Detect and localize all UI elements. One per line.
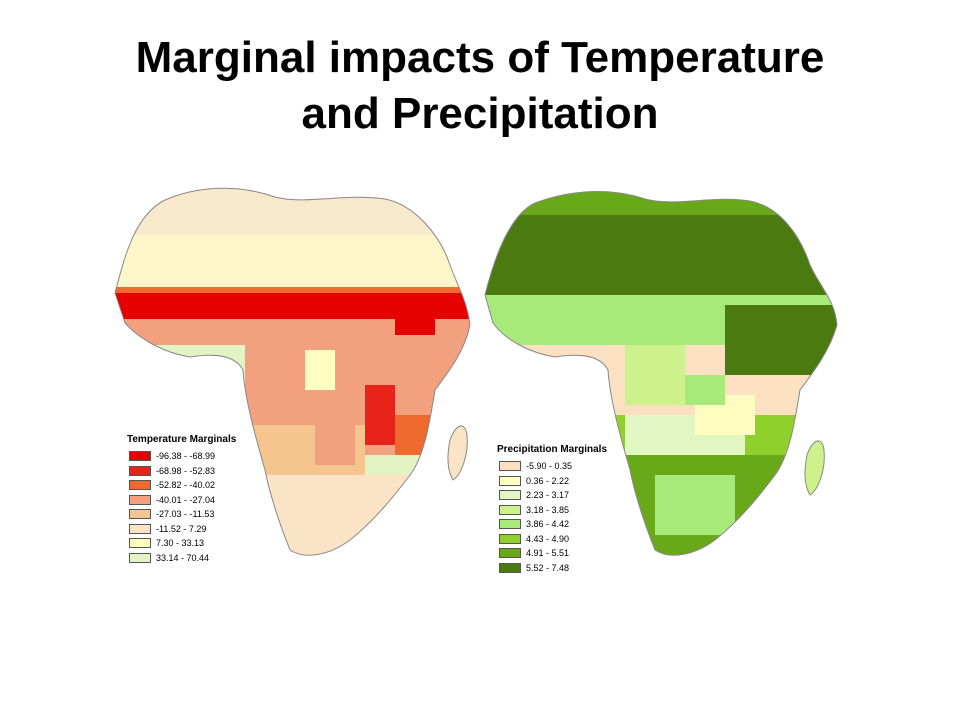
legend-row: -96.38 - -68.99 bbox=[129, 449, 236, 464]
legend-swatch bbox=[499, 475, 521, 486]
legend-swatch bbox=[129, 494, 151, 505]
legend-swatch bbox=[499, 519, 521, 530]
legend-row: 3.18 - 3.85 bbox=[499, 503, 607, 518]
legend-label: -52.82 - -40.02 bbox=[156, 480, 216, 491]
legend-label: 2.23 - 3.17 bbox=[526, 490, 570, 501]
madagascar-shape bbox=[447, 425, 468, 481]
legend-label: -68.98 - -52.83 bbox=[156, 465, 216, 476]
temperature-legend: Temperature Marginals -96.38 - -68.99 -6… bbox=[125, 432, 241, 569]
legend-swatch bbox=[499, 533, 521, 544]
legend-label: 3.86 - 4.42 bbox=[526, 519, 570, 530]
legend-row: -5.90 - 0.35 bbox=[499, 459, 607, 474]
legend-swatch bbox=[499, 504, 521, 515]
legend-row: -27.03 - -11.53 bbox=[129, 507, 236, 522]
legend-label: -11.52 - 7.29 bbox=[156, 523, 207, 534]
page-title: Marginal impacts of Temperature and Prec… bbox=[0, 30, 960, 142]
precipitation-legend-title: Precipitation Marginals bbox=[497, 444, 608, 455]
legend-row: 33.14 - 70.44 bbox=[129, 551, 236, 566]
legend-row: -11.52 - 7.29 bbox=[129, 522, 236, 537]
legend-swatch bbox=[129, 480, 151, 491]
legend-swatch bbox=[499, 548, 521, 559]
legend-label: 0.36 - 2.22 bbox=[526, 475, 570, 486]
legend-swatch bbox=[129, 523, 151, 534]
legend-label: -96.38 - -68.99 bbox=[156, 451, 216, 462]
legend-swatch bbox=[129, 538, 151, 549]
legend-label: -5.90 - 0.35 bbox=[526, 461, 573, 472]
precipitation-legend: Precipitation Marginals -5.90 - 0.35 0.3… bbox=[495, 442, 612, 579]
legend-swatch bbox=[129, 509, 151, 520]
legend-label: -40.01 - -27.04 bbox=[156, 494, 216, 505]
legend-swatch bbox=[129, 451, 151, 462]
title-line-1: Marginal impacts of Temperature bbox=[135, 33, 825, 82]
madagascar-shape bbox=[804, 440, 825, 496]
legend-row: 4.91 - 5.51 bbox=[499, 546, 607, 561]
legend-swatch bbox=[499, 562, 521, 573]
legend-row: -52.82 - -40.02 bbox=[129, 478, 236, 493]
legend-row: 5.52 - 7.48 bbox=[499, 561, 607, 576]
legend-swatch bbox=[499, 490, 521, 501]
legend-row: 0.36 - 2.22 bbox=[499, 474, 607, 489]
legend-label: -27.03 - -11.53 bbox=[156, 509, 215, 520]
temperature-legend-title: Temperature Marginals bbox=[127, 434, 237, 445]
legend-label: 4.91 - 5.51 bbox=[526, 548, 570, 559]
legend-label: 5.52 - 7.48 bbox=[526, 562, 570, 573]
temperature-marginals-map bbox=[114, 187, 471, 556]
legend-label: 4.43 - 4.90 bbox=[526, 533, 570, 544]
precipitation-marginals-map bbox=[484, 190, 838, 556]
legend-row: -40.01 - -27.04 bbox=[129, 493, 236, 508]
legend-row: -68.98 - -52.83 bbox=[129, 464, 236, 479]
legend-swatch bbox=[129, 465, 151, 476]
legend-row: 3.86 - 4.42 bbox=[499, 517, 607, 532]
legend-label: 7.30 - 33.13 bbox=[156, 538, 205, 549]
legend-swatch bbox=[129, 552, 151, 563]
legend-row: 4.43 - 4.90 bbox=[499, 532, 607, 547]
legend-swatch bbox=[499, 461, 521, 472]
legend-label: 3.18 - 3.85 bbox=[526, 504, 570, 515]
legend-label: 33.14 - 70.44 bbox=[156, 552, 210, 563]
title-line-2: and Precipitation bbox=[301, 89, 659, 138]
legend-row: 7.30 - 33.13 bbox=[129, 536, 236, 551]
legend-row: 2.23 - 3.17 bbox=[499, 488, 607, 503]
